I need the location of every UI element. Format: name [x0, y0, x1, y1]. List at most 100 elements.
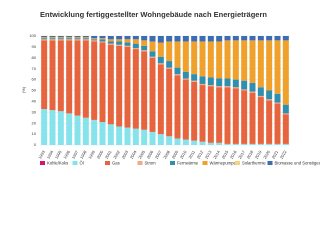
bar-segment	[49, 38, 56, 40]
bar-segment	[99, 42, 106, 123]
bar-segment	[91, 39, 98, 41]
bar-segment	[266, 100, 273, 144]
bar-segment	[149, 131, 156, 145]
legend-swatch	[105, 161, 110, 165]
x-tick-label: 2001	[104, 149, 113, 160]
bar-segment	[57, 38, 64, 40]
bar-segment	[82, 38, 89, 40]
bar-segment	[116, 36, 123, 40]
bar-segment	[274, 36, 281, 41]
bar-segment	[249, 40, 256, 83]
bar-segment	[199, 41, 206, 77]
x-tick-label: 2012	[196, 149, 205, 160]
bar-segment	[241, 90, 248, 144]
y-tick-label: 0	[34, 142, 37, 147]
x-tick-label: 2004	[129, 149, 138, 160]
x-tick-label: 2014	[212, 149, 221, 160]
bar-segment	[174, 36, 181, 42]
bar-segment	[216, 142, 223, 145]
x-tick-label: 2002	[112, 149, 121, 160]
bar-segment	[57, 40, 64, 112]
bar-segment	[66, 39, 73, 41]
bar-segment	[41, 39, 48, 41]
x-tick-label: 2005	[137, 149, 146, 160]
bar-segment	[124, 46, 131, 128]
bar-segment	[132, 36, 139, 40]
y-tick-label: 100	[29, 33, 36, 38]
bar-segment	[174, 74, 181, 76]
bar-segment	[216, 86, 223, 88]
bar-segment	[199, 85, 206, 142]
bar-segment	[49, 40, 56, 111]
chart: Entwicklung fertiggestellter Wohngebäude…	[21, 9, 320, 166]
bar-segment	[266, 143, 273, 145]
bar-segment	[157, 64, 164, 135]
bar-segment	[99, 36, 106, 39]
x-tick-label: 2000	[96, 149, 105, 160]
bar-segment	[207, 41, 214, 78]
y-tick-label: 80	[32, 55, 37, 60]
bar-segment	[66, 36, 73, 38]
bar-segment	[282, 143, 289, 145]
bar-segment	[174, 75, 181, 139]
x-tick-label: 1999	[87, 149, 96, 160]
bar-segment	[132, 128, 139, 145]
bar-segment	[74, 115, 81, 145]
legend-swatch	[202, 161, 208, 165]
bar-segment	[82, 117, 89, 145]
bar-segment	[66, 37, 73, 39]
x-tick-label: 2020	[262, 149, 271, 160]
bar-segment	[274, 143, 281, 145]
bar-segment	[116, 45, 123, 127]
bar-segment	[66, 40, 73, 114]
bar-segment	[91, 40, 98, 42]
bar-segment	[49, 39, 56, 41]
legend-label: Solarthermie	[242, 160, 266, 165]
y-tick-label: 10	[32, 131, 37, 136]
bar-segment	[141, 51, 148, 130]
x-tick-label: 2010	[179, 149, 188, 160]
chart-title: Entwicklung fertiggestellter Wohngebäude…	[40, 10, 267, 19]
bar-segment	[174, 41, 181, 68]
bar-segment	[224, 78, 231, 87]
bar-segment	[266, 36, 273, 41]
bar-segment	[207, 77, 214, 86]
y-axis-label: (%)	[21, 86, 26, 93]
bar-segment	[266, 90, 273, 100]
bar-segment	[257, 97, 264, 144]
legend-swatch	[235, 161, 240, 165]
bar-segment	[232, 87, 239, 89]
x-tick-label: 2017	[237, 149, 246, 160]
x-tick-label: 2016	[229, 149, 238, 160]
bar-segment	[182, 41, 189, 72]
bar-segment	[249, 143, 256, 145]
y-tick-label: 90	[32, 44, 37, 49]
bar-segment	[191, 80, 198, 82]
bar-segment	[107, 44, 114, 125]
bar-segment	[199, 141, 206, 145]
bar-segment	[116, 126, 123, 145]
bar-segment	[124, 36, 131, 40]
bar-segment	[182, 36, 189, 42]
bar-segment	[116, 41, 123, 45]
bar-segment	[166, 61, 173, 68]
bar-segment	[257, 95, 264, 98]
bar-segment	[207, 142, 214, 145]
bar-segment	[241, 80, 248, 90]
bar-segment	[74, 37, 81, 39]
bar-segment	[124, 39, 131, 43]
bar-segment	[241, 36, 248, 41]
bar-segment	[91, 119, 98, 145]
bar-segment	[182, 78, 189, 80]
bar-segment	[74, 40, 81, 116]
bar-segment	[207, 85, 214, 87]
bar-segment	[57, 39, 64, 41]
bar-segment	[199, 83, 206, 86]
x-tick-label: 2006	[146, 149, 155, 160]
bar-segment	[141, 129, 148, 145]
y-tick-label: 40	[32, 98, 37, 103]
bar-segment	[82, 37, 89, 39]
bar-segment	[232, 36, 239, 41]
bar-segment	[274, 102, 281, 104]
legend-label: Wärmepumpe	[210, 160, 237, 165]
